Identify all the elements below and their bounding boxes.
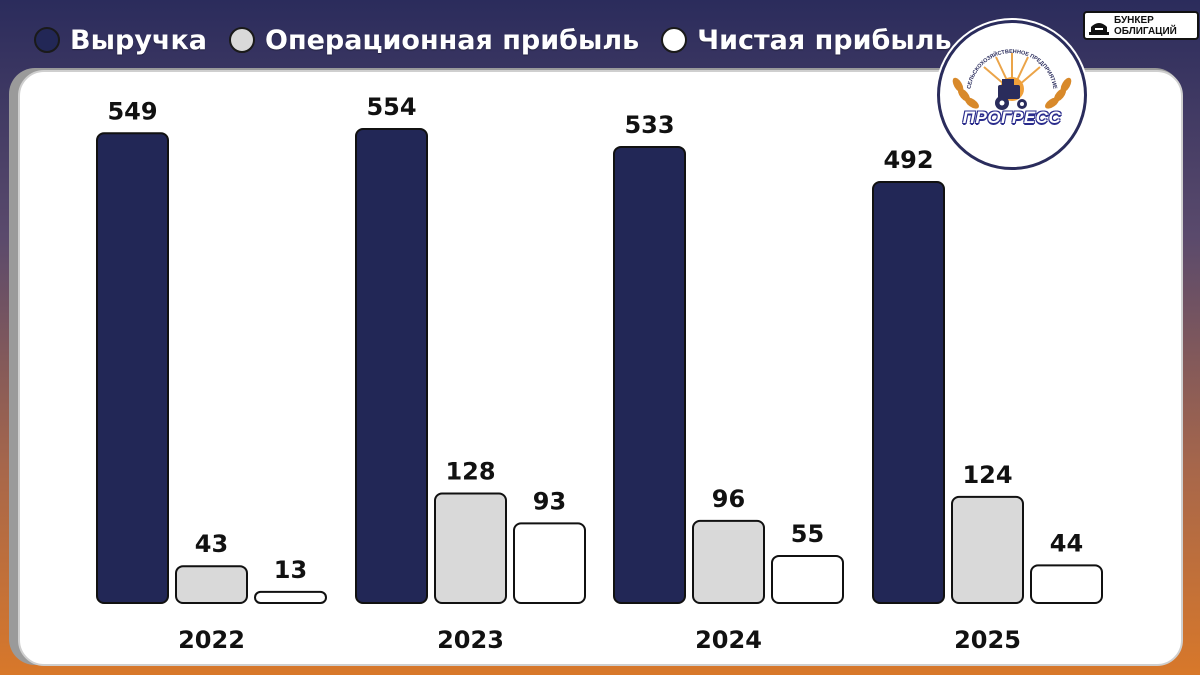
- brand-badge: БУНКЕР ОБЛИГАЦИЙ: [1083, 11, 1199, 40]
- bar-revenue-2024: [613, 145, 686, 605]
- legend-label-operating-profit: Операционная прибыль: [265, 24, 640, 56]
- data-label-revenue-2025: 492: [883, 146, 933, 174]
- chart-legend: Выручка Операционная прибыль Чистая приб…: [34, 20, 952, 60]
- bar-operating-profit-2025: [951, 495, 1024, 604]
- bar-revenue-2022: [96, 132, 169, 604]
- legend-item-operating-profit: Операционная прибыль: [229, 25, 639, 56]
- brand-line-1: БУНКЕР: [1114, 14, 1154, 26]
- x-tick-label-2022: 2022: [178, 626, 245, 654]
- company-logo: СЕЛЬСКОХОЗЯЙСТВЕННОЕ ПРЕДПРИЯТИЕ ПРОГРЕС…: [937, 20, 1087, 170]
- bar-net-profit-2023: [513, 522, 586, 605]
- legend-label-net-profit: Чистая прибыль: [697, 24, 952, 56]
- bar-net-profit-2024: [771, 554, 844, 605]
- bar-revenue-2023: [355, 128, 428, 604]
- data-label-operating-profit-2022: 43: [195, 530, 228, 558]
- data-label-revenue-2022: 549: [107, 97, 157, 125]
- legend-swatch-revenue: [34, 27, 60, 53]
- x-tick-label-2024: 2024: [695, 626, 762, 654]
- brand-line-2: ОБЛИГАЦИЙ: [1114, 25, 1177, 37]
- data-label-net-profit-2024: 55: [791, 520, 824, 548]
- logo-name: ПРОГРЕСС: [962, 108, 1062, 127]
- x-tick-label-2023: 2023: [437, 626, 504, 654]
- data-label-revenue-2023: 554: [366, 93, 416, 121]
- bar-operating-profit-2023: [434, 492, 507, 605]
- data-label-net-profit-2025: 44: [1050, 529, 1083, 557]
- data-label-revenue-2024: 533: [624, 111, 674, 139]
- bar-revenue-2025: [872, 181, 945, 604]
- legend-item-revenue: Выручка: [34, 25, 207, 56]
- bar-net-profit-2022: [254, 590, 327, 605]
- legend-swatch-operating-profit: [229, 27, 256, 53]
- tractor-wheat-icon: СЕЛЬСКОХОЗЯЙСТВЕННОЕ ПРЕДПРИЯТИЕ: [952, 49, 1072, 110]
- bunker-icon: [1089, 22, 1109, 35]
- bar-operating-profit-2024: [692, 519, 765, 604]
- data-label-operating-profit-2024: 96: [712, 485, 745, 513]
- data-label-operating-profit-2025: 124: [962, 461, 1012, 489]
- data-label-operating-profit-2023: 128: [445, 457, 495, 485]
- legend-label-revenue: Выручка: [70, 24, 208, 56]
- legend-swatch-net-profit: [661, 27, 688, 53]
- legend-item-net-profit: Чистая прибыль: [661, 24, 952, 56]
- bar-operating-profit-2022: [175, 565, 248, 605]
- bar-net-profit-2025: [1030, 564, 1103, 605]
- x-tick-label-2025: 2025: [954, 626, 1021, 654]
- data-label-net-profit-2022: 13: [274, 556, 307, 584]
- data-label-net-profit-2023: 93: [533, 487, 566, 515]
